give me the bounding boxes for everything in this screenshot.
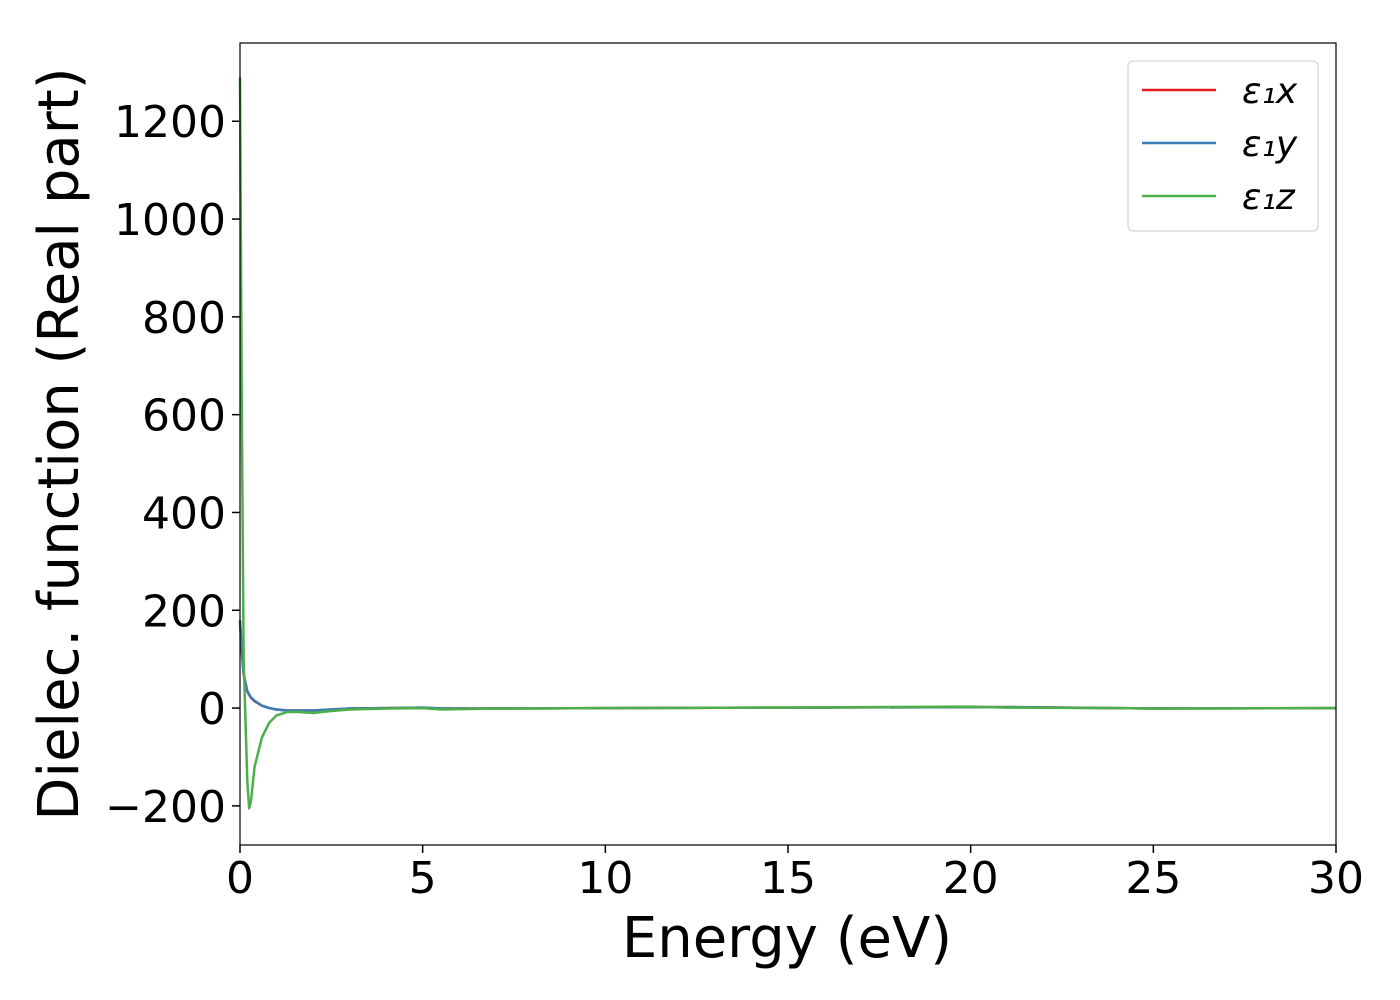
x-tick-label: 10 <box>577 853 633 904</box>
plot-frame <box>239 42 1337 846</box>
x-axis-label: Energy (eV) <box>622 906 952 971</box>
legend-box <box>1127 60 1319 232</box>
line-series <box>238 619 1337 712</box>
y-tick-label: 1000 <box>114 195 226 246</box>
legend-label: ε₁z <box>1242 177 1296 218</box>
y-tick-label: 0 <box>198 684 226 735</box>
y-tick-label: 200 <box>142 586 226 637</box>
legend-label: ε₁y <box>1242 124 1298 165</box>
x-tick-label: 5 <box>409 853 437 904</box>
y-tick-label: −200 <box>105 782 226 833</box>
line-series <box>238 622 1337 712</box>
x-tick-label: 30 <box>1308 853 1364 904</box>
x-tick-label: 20 <box>943 853 999 904</box>
line-series <box>238 77 1337 810</box>
legend-label: ε₁x <box>1242 71 1298 112</box>
x-tick-label: 25 <box>1125 853 1181 904</box>
x-tick-label: 0 <box>226 853 254 904</box>
y-tick-label: 800 <box>142 293 226 344</box>
y-tick-label: 400 <box>142 488 226 539</box>
x-tick-label: 15 <box>760 853 816 904</box>
y-axis-label: Dielec. function (Real part) <box>27 67 92 820</box>
y-tick-label: 1200 <box>114 97 226 148</box>
y-tick-label: 600 <box>142 391 226 442</box>
